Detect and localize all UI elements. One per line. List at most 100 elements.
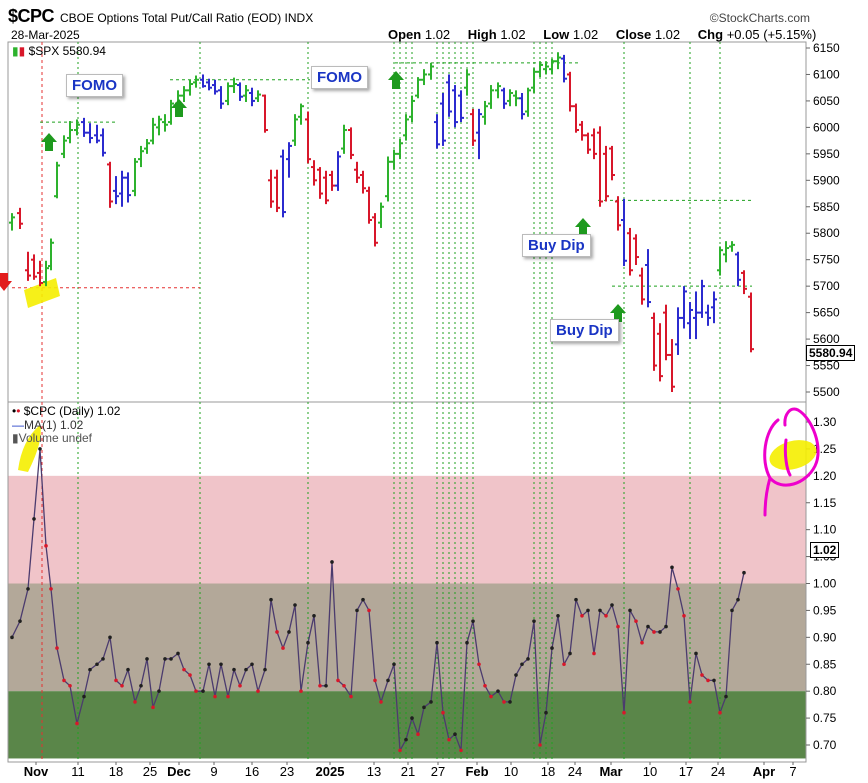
spx-bar-100 <box>627 227 633 276</box>
cpc-point-13 <box>95 662 99 667</box>
spx-bar-116 <box>723 241 729 263</box>
spx-bar-111 <box>693 291 699 340</box>
cpc-point-60 <box>386 678 390 683</box>
cpc-legend-text: $CPC (Daily) 1.02 <box>23 404 121 418</box>
spx-bar-52 <box>335 151 341 191</box>
spx-bar-51 <box>329 170 335 191</box>
cpc-legend-icon: • <box>12 404 17 418</box>
spx-bar-95 <box>597 126 603 207</box>
spx-bar-42 <box>274 169 280 213</box>
x-tick-label: 24 <box>711 764 725 779</box>
cpc-point-117 <box>730 608 734 613</box>
cpc-point-109 <box>682 614 686 618</box>
spx-bar-89 <box>561 54 567 83</box>
high-value: 1.02 <box>500 27 526 42</box>
cpc-point-101 <box>634 619 638 623</box>
x-tick-label: 18 <box>541 764 555 779</box>
cpc-y-tick-label: 0.75 <box>813 711 837 725</box>
spx-legend-icon: ▮ <box>12 44 19 58</box>
spx-bar-34 <box>225 82 231 106</box>
cpc-point-12 <box>88 667 92 672</box>
buy-arrow-up-icon <box>41 133 57 151</box>
ohlc-readout: Open 1.02 High 1.02 Low 1.02 Close 1.02 … <box>388 27 830 42</box>
spx-bar-3 <box>31 254 37 280</box>
spx-bar-25 <box>168 99 174 125</box>
cpc-point-6 <box>49 587 53 591</box>
cpc-point-5 <box>44 544 48 548</box>
cpc-point-14 <box>101 657 105 661</box>
brand-label: ©StockCharts.com <box>709 11 810 25</box>
low-label: Low <box>543 27 570 42</box>
cpc-point-58 <box>373 678 377 683</box>
cpc-point-28 <box>188 673 192 677</box>
cpc-point-34 <box>226 694 230 699</box>
spx-last-price-tag: 5580.94 <box>806 345 856 361</box>
spx-bar-81 <box>513 90 519 107</box>
x-tick-label: 16 <box>245 764 259 779</box>
cpc-point-108 <box>676 587 680 591</box>
spx-bar-80 <box>507 89 513 107</box>
x-tick-label: 17 <box>679 764 693 779</box>
buy-arrow-up-icon <box>388 71 404 89</box>
spx-bar-96 <box>603 145 609 202</box>
cpc-point-21 <box>145 657 149 661</box>
cpc-point-91 <box>574 597 578 602</box>
spx-bar-11 <box>81 117 87 137</box>
cpc-point-25 <box>169 657 173 661</box>
cpc-point-84 <box>532 619 536 623</box>
close-value: 1.02 <box>654 27 681 42</box>
cpc-point-83 <box>526 657 530 661</box>
spx-bar-38 <box>249 87 255 107</box>
spx-legend: ▮▮ $SPX 5580.94 <box>12 44 106 58</box>
cpc-point-72 <box>459 748 463 753</box>
cpc-point-77 <box>489 694 493 699</box>
chg-value: +0.05 (+5.15%) <box>726 27 817 42</box>
cpc-point-61 <box>392 662 396 667</box>
cpc-point-106 <box>664 624 668 629</box>
spx-bar-56 <box>360 170 366 194</box>
spx-bar-87 <box>549 58 555 75</box>
spx-bar-58 <box>372 213 378 247</box>
cpc-point-36 <box>238 683 242 688</box>
spx-bar-70 <box>446 74 452 117</box>
cpc-point-68 <box>435 640 439 645</box>
spx-bar-22 <box>150 117 156 145</box>
cpc-point-19 <box>133 700 137 704</box>
spx-bar-94 <box>591 128 597 160</box>
cpc-point-85 <box>538 743 542 747</box>
spx-bar-6 <box>48 238 54 271</box>
x-tick-label: Apr <box>753 764 775 779</box>
spx-bar-48 <box>311 160 317 186</box>
high-label: High <box>467 27 497 42</box>
cpc-y-tick-label: 1.10 <box>813 523 837 537</box>
close-label: Close <box>615 27 652 42</box>
ma-legend: —MA(1) 1.02 <box>12 418 83 432</box>
spx-bar-118 <box>735 251 741 287</box>
description-text: CBOE Options Total Put/Call Ratio (EOD) <box>60 11 282 25</box>
spx-bar-120 <box>748 292 754 353</box>
x-tick-label: 27 <box>431 764 445 779</box>
spx-y-tick-label: 6050 <box>813 94 840 108</box>
spx-bar-99 <box>621 198 627 267</box>
cpc-point-50 <box>324 683 328 688</box>
cpc-point-38 <box>250 662 254 667</box>
spx-bar-9 <box>67 121 73 144</box>
cpc-point-57 <box>367 608 371 613</box>
spx-bar-49 <box>317 167 323 199</box>
spx-bar-62 <box>397 139 403 160</box>
volume-legend: ▮Volume undef <box>12 431 92 445</box>
open-value: 1.02 <box>424 27 451 42</box>
spx-bar-28 <box>187 79 193 96</box>
cpc-point-24 <box>163 657 167 661</box>
x-tick-label: 18 <box>109 764 123 779</box>
spx-bar-68 <box>434 114 440 149</box>
cpc-point-90 <box>568 651 572 656</box>
cpc-point-42 <box>275 630 279 634</box>
spx-bar-77 <box>488 85 494 109</box>
cpc-y-tick-label: 1.30 <box>813 415 837 429</box>
spx-bar-41 <box>268 169 274 208</box>
cpc-point-100 <box>628 608 632 613</box>
cpc-point-17 <box>120 683 124 688</box>
spx-bar-10 <box>74 119 80 136</box>
highlight-cpc-left <box>18 425 41 472</box>
